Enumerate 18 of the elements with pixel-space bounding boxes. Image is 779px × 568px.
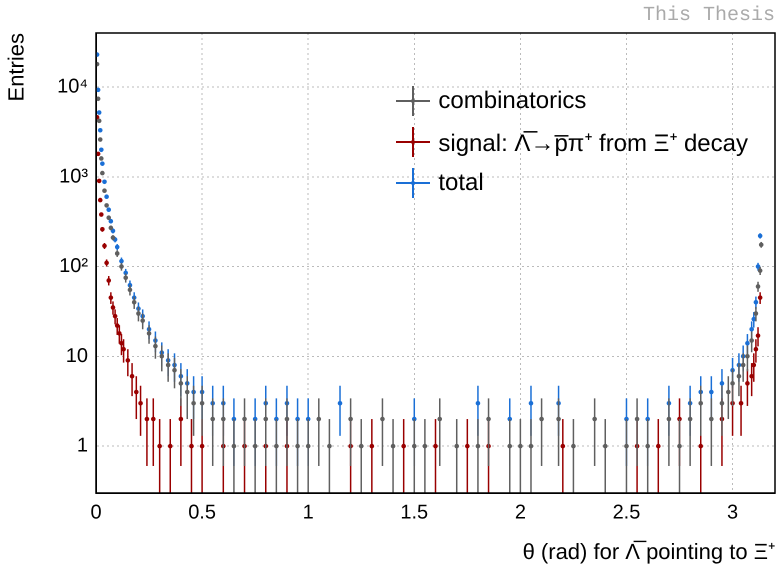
legend-label: total — [438, 168, 484, 196]
x-tick-label: 2 — [514, 502, 526, 524]
y-tick-label: 10² — [59, 255, 88, 278]
y-tick-label: 10⁴ — [57, 76, 88, 98]
legend-label: combinatorics — [438, 86, 586, 114]
text: This Thesis — [642, 4, 775, 27]
x-tick-label: 2.5 — [612, 502, 640, 524]
x-tick-label: 3 — [727, 502, 738, 524]
x-tick-label: 0.5 — [188, 502, 216, 524]
x-tick-label: 0 — [90, 502, 102, 524]
y-tick-label: 1 — [76, 434, 88, 457]
y-axis-title: Entries — [3, 33, 28, 102]
legend-label: signal: Λ̅→p̅π⁺ from Ξ⁺ decay — [438, 129, 748, 158]
y-tick-label: 10 — [66, 344, 88, 367]
x-tick-label: 1 — [302, 502, 314, 524]
y-tick-label: 10³ — [59, 165, 88, 188]
x-tick-label: 1.5 — [400, 502, 428, 524]
x-axis-title: θ (rad) for Λ̅ pointing to Ξ⁺ — [522, 538, 775, 564]
